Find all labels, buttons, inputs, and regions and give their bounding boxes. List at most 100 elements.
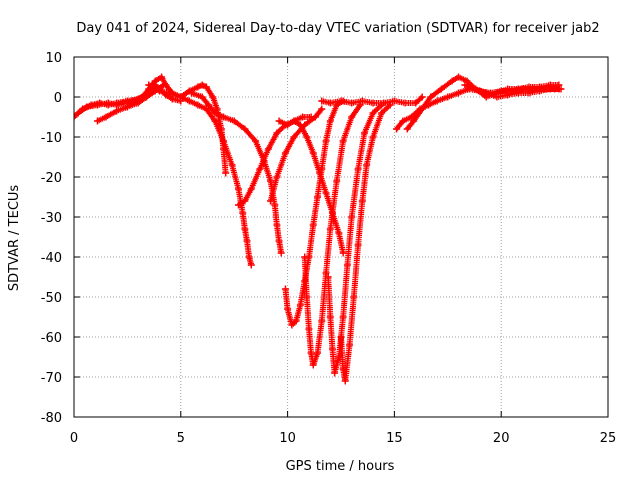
data-point — [461, 81, 469, 89]
data-point — [401, 99, 409, 107]
series-sat-i — [275, 117, 347, 257]
data-point — [326, 225, 334, 233]
data-series — [74, 73, 565, 385]
data-point — [284, 305, 292, 313]
data-point — [267, 197, 275, 205]
data-point — [271, 201, 279, 209]
data-point — [245, 253, 253, 261]
data-point — [303, 133, 311, 141]
data-point — [322, 269, 330, 277]
data-point — [113, 107, 121, 115]
data-point — [243, 237, 251, 245]
data-point — [472, 85, 480, 93]
data-point — [309, 149, 317, 157]
data-point — [335, 353, 343, 361]
data-point — [296, 301, 304, 309]
data-point — [378, 109, 386, 117]
data-point — [393, 125, 401, 133]
data-point — [318, 105, 326, 113]
data-point — [277, 249, 285, 257]
data-point — [292, 317, 300, 325]
y-tick-label: -50 — [41, 291, 62, 306]
data-point — [202, 105, 210, 113]
data-point — [239, 209, 247, 217]
y-tick-label: -10 — [41, 131, 62, 146]
data-point — [220, 137, 228, 145]
data-point — [222, 169, 230, 177]
data-point — [151, 77, 159, 85]
data-point — [412, 99, 420, 107]
data-point — [113, 101, 121, 109]
data-point — [318, 97, 326, 105]
data-point — [333, 177, 341, 185]
data-point — [504, 91, 512, 99]
data-point — [168, 89, 176, 97]
data-point — [247, 261, 255, 269]
data-point — [482, 89, 490, 97]
y-tick-label: -80 — [41, 411, 62, 426]
data-point — [555, 85, 563, 93]
x-tick-label: 15 — [386, 431, 403, 446]
data-point — [228, 161, 236, 169]
data-point — [309, 221, 317, 229]
data-point — [546, 85, 554, 93]
x-tick-label: 25 — [600, 431, 617, 446]
data-point — [427, 93, 435, 101]
y-tick-label: -30 — [41, 211, 62, 226]
data-point — [339, 137, 347, 145]
data-point — [102, 113, 110, 121]
data-point — [74, 113, 78, 121]
y-tick-label: -40 — [41, 251, 62, 266]
chart-title: Day 041 of 2024, Sidereal Day-to-day VTE… — [76, 21, 599, 36]
data-point — [348, 213, 356, 221]
data-point — [354, 241, 362, 249]
data-point — [83, 103, 91, 111]
data-point — [318, 317, 326, 325]
data-point — [337, 97, 345, 105]
data-point — [309, 361, 317, 369]
data-point — [350, 293, 358, 301]
data-point — [348, 99, 356, 107]
data-point — [410, 117, 418, 125]
data-point — [339, 365, 347, 373]
data-point — [290, 117, 298, 125]
data-point — [305, 325, 313, 333]
data-point — [194, 83, 202, 91]
data-point — [418, 105, 426, 113]
data-point — [444, 93, 452, 101]
data-point — [337, 333, 345, 341]
data-point — [343, 261, 351, 269]
data-point — [504, 85, 512, 93]
data-point — [536, 87, 544, 95]
data-point — [341, 377, 349, 385]
data-point — [177, 93, 185, 101]
data-point — [314, 193, 322, 201]
data-point — [198, 93, 206, 101]
data-point — [454, 73, 462, 81]
data-point — [273, 221, 281, 229]
x-tick-label: 5 — [177, 431, 185, 446]
data-point — [307, 349, 315, 357]
data-point — [234, 201, 242, 209]
data-point — [194, 101, 202, 109]
data-point — [198, 81, 206, 89]
data-point — [267, 177, 275, 185]
data-point — [380, 99, 388, 107]
data-point — [363, 161, 371, 169]
data-point — [299, 113, 307, 121]
data-point — [134, 99, 142, 107]
grid-lines — [74, 57, 608, 417]
series-sat-k — [301, 101, 364, 369]
data-point — [160, 81, 168, 89]
series-sat-e — [168, 89, 255, 269]
data-point — [369, 99, 377, 107]
data-point — [437, 85, 445, 93]
data-point — [155, 87, 163, 95]
data-point — [326, 313, 334, 321]
data-point — [187, 89, 195, 97]
data-point — [273, 129, 281, 137]
data-point — [324, 273, 332, 281]
data-point — [369, 109, 377, 117]
